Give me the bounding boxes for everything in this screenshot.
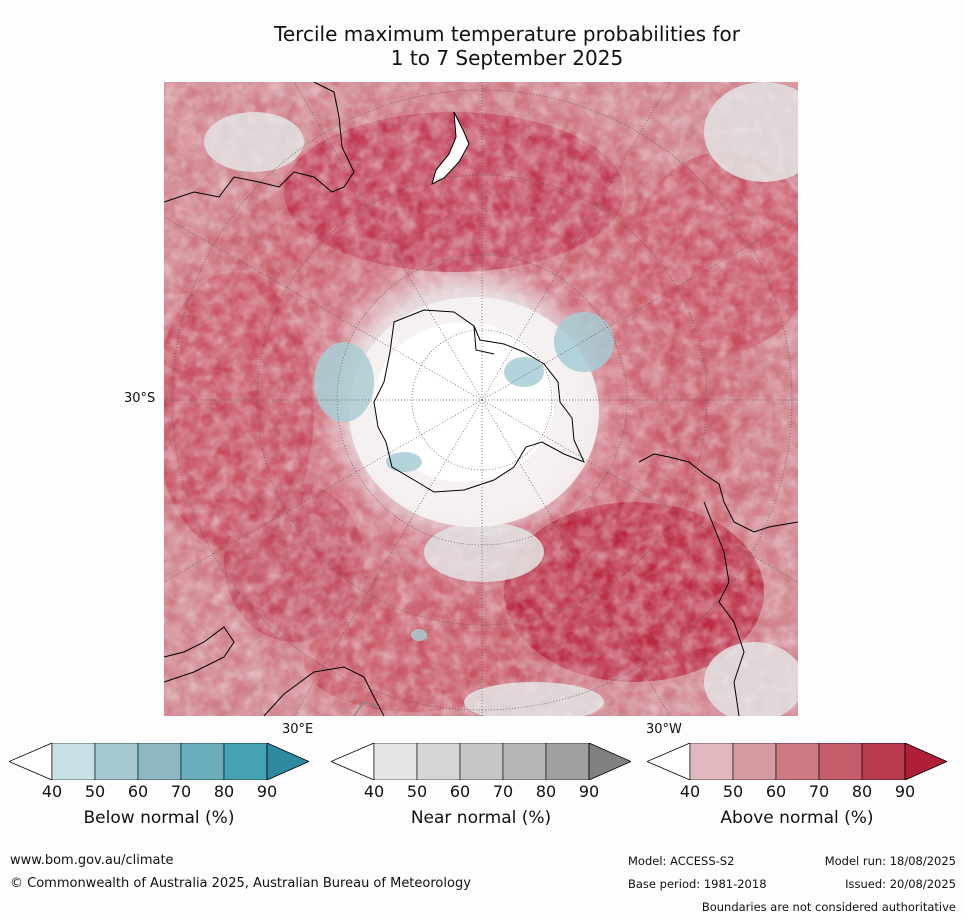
- above-normal-colorbar: [647, 743, 947, 780]
- below-normal-zones: [314, 312, 614, 641]
- tick: 70: [492, 782, 514, 801]
- title-line-2: 1 to 7 September 2025: [390, 46, 624, 70]
- new-zealand-coastline: [431, 111, 470, 185]
- below-normal-colorbar: [9, 743, 309, 780]
- model-run-text: Model run: 18/08/2025: [824, 854, 956, 868]
- issued-text: Issued: 20/08/2025: [845, 877, 956, 891]
- tick: 80: [851, 782, 873, 801]
- near-normal-colorbar: [331, 743, 631, 780]
- tick: 50: [406, 782, 428, 801]
- disclaimer-text: Boundaries are not considered authoritat…: [701, 900, 956, 914]
- copyright-text: © Commonwealth of Australia 2025, Austra…: [10, 876, 471, 891]
- probability-map: [164, 82, 798, 716]
- tick: 40: [679, 782, 701, 801]
- title-line-1: Tercile maximum temperature probabilitie…: [274, 22, 740, 46]
- tick: 70: [808, 782, 830, 801]
- tick: 90: [256, 782, 278, 801]
- tick: 60: [765, 782, 787, 801]
- polar-map-svg: [164, 82, 798, 716]
- above-normal-label: Above normal (%): [720, 808, 874, 828]
- chart-title: Tercile maximum temperature probabilitie…: [150, 22, 864, 70]
- latitude-label: 30°S: [124, 391, 156, 406]
- tick: 90: [578, 782, 600, 801]
- longitude-label-30w: 30°W: [646, 722, 682, 737]
- near-normal-label: Near normal (%): [410, 808, 552, 828]
- australia-coastline: [164, 82, 355, 203]
- tick: 50: [84, 782, 106, 801]
- website-link[interactable]: www.bom.gov.au/climate: [10, 853, 174, 868]
- tick: 90: [894, 782, 916, 801]
- tick: 60: [127, 782, 149, 801]
- below-normal-label: Below normal (%): [83, 808, 235, 828]
- model-text: Model: ACCESS-S2: [628, 854, 735, 868]
- tick: 80: [213, 782, 235, 801]
- tick: 60: [449, 782, 471, 801]
- africa-coastline: [164, 626, 235, 683]
- longitude-label-30e: 30°E: [282, 722, 314, 737]
- south-america-coastline: [638, 453, 798, 533]
- antarctica-coastline: [373, 309, 585, 493]
- tick: 40: [363, 782, 385, 801]
- tick: 70: [170, 782, 192, 801]
- tick: 50: [722, 782, 744, 801]
- tick: 40: [41, 782, 63, 801]
- tick: 80: [535, 782, 557, 801]
- graticule: [164, 82, 798, 716]
- base-period-text: Base period: 1981-2018: [628, 877, 767, 891]
